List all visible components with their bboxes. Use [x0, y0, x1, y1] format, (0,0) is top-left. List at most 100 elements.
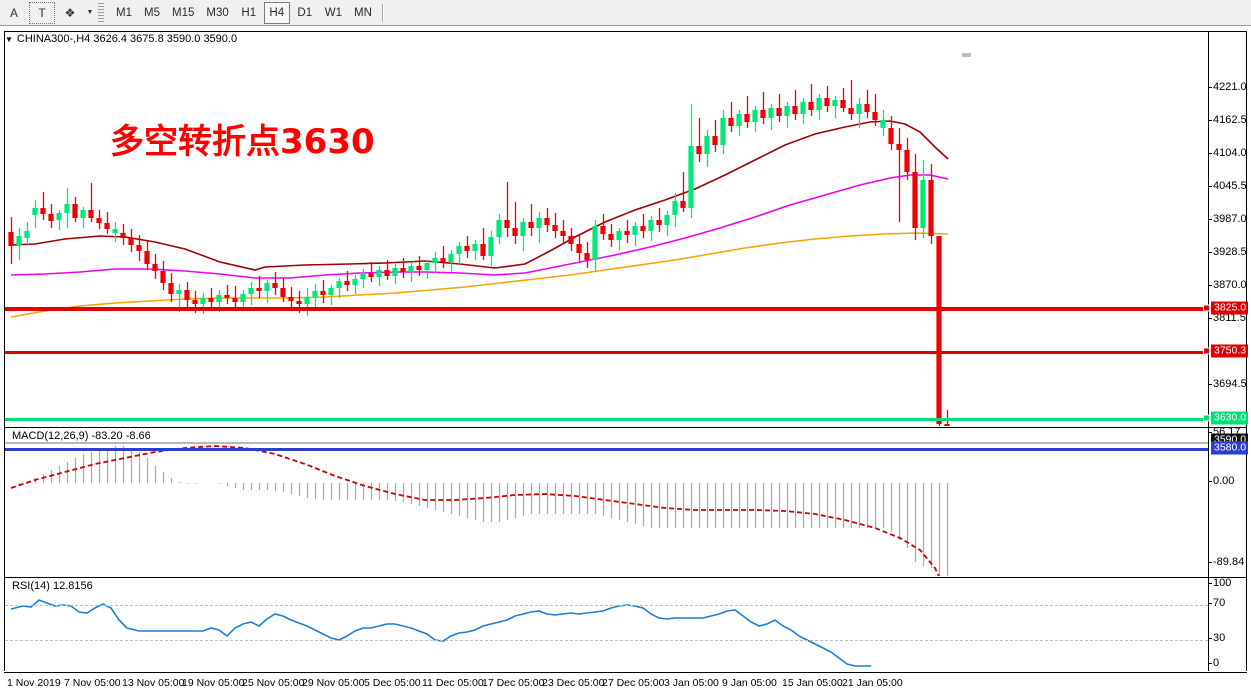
time-axis: 1 Nov 2019 7 Nov 05:00 13 Nov 05:00 19 Nov … [4, 672, 1247, 694]
resistance-line-3750[interactable] [5, 350, 1208, 354]
price-label-handle[interactable] [1203, 414, 1210, 422]
rsi-tick-label: 30 [1213, 632, 1226, 644]
time-axis-label: 23 Dec 05:00 [542, 677, 605, 689]
axis-tickmark [1208, 603, 1212, 604]
rsi-pane[interactable]: RSI(14) 12.8156 [5, 577, 1246, 671]
axis-tickmark [1208, 562, 1212, 563]
rsi-level-30 [5, 640, 1208, 641]
axis-tickmark [1208, 481, 1212, 482]
label-tool-button[interactable]: T [29, 1, 55, 24]
price-tick-label: 3694.5 [1213, 378, 1247, 390]
shapes-tool-button[interactable]: ❖ [64, 5, 76, 20]
time-axis-label: 3 Jan 05:00 [664, 677, 719, 689]
price-tick-label: 3870.0 [1213, 279, 1247, 291]
price-tick-label: 4221.0 [1213, 81, 1247, 93]
price-label-resistance[interactable]: 3825.0 [1211, 301, 1249, 315]
timeframe-d1[interactable]: D1 [297, 6, 313, 19]
time-axis-label: 7 Nov 05:00 [64, 677, 121, 689]
bid-line-3580[interactable] [5, 447, 1208, 451]
time-axis-label: 15 Jan 05:00 [782, 677, 843, 689]
rsi-label: RSI(14) 12.8156 [10, 580, 95, 592]
time-axis-label: 19 Nov 05:00 [182, 677, 245, 689]
axis-tickmark [1208, 153, 1212, 154]
price-chart-svg [8, 80, 950, 426]
price-tick-label: 3987.0 [1213, 213, 1247, 225]
rsi-tick-label: 70 [1213, 597, 1226, 609]
rsi-line [10, 599, 871, 667]
price-label-bid-line[interactable]: 3580.0 [1211, 441, 1249, 455]
axis-tickmark [1208, 252, 1212, 253]
timeframe-m5[interactable]: M5 [144, 6, 160, 19]
crosshair-marker [962, 53, 971, 57]
timeframe-h4[interactable]: H4 [263, 1, 290, 24]
axis-tickmark [1208, 186, 1212, 187]
axis-tickmark [1208, 120, 1212, 121]
price-tick-label: 3811.5 [1213, 312, 1246, 324]
price-tick-label: 4162.5 [1213, 114, 1247, 126]
timeframe-w1[interactable]: W1 [324, 6, 342, 19]
time-axis-label: 11 Dec 05:00 [422, 677, 484, 689]
chart-area[interactable]: MACD(12,26,9) -83.20 -8.66 RSI(14) 12.81… [0, 26, 1251, 695]
rsi-tick-label: 100 [1213, 577, 1232, 589]
rsi-chart-svg [10, 599, 871, 667]
support-line-3630[interactable] [5, 417, 1208, 421]
axis-tickmark [1208, 219, 1212, 220]
time-axis-label: 29 Nov 05:00 [302, 677, 365, 689]
price-tick-label: 4104.0 [1213, 147, 1247, 159]
time-axis-label: 25 Nov 05:00 [242, 677, 305, 689]
timeframe-h1[interactable]: H1 [241, 6, 257, 19]
axis-tickmark [1208, 663, 1212, 664]
chart-toolbar: A T ❖ ▼ M1 M5 M15 M30 H1 H4 D1 W1 MN [0, 0, 1251, 26]
macd-pane[interactable]: MACD(12,26,9) -83.20 -8.66 [5, 427, 1246, 576]
toolbar-grip[interactable] [98, 2, 104, 23]
timeframe-m1[interactable]: M1 [116, 6, 132, 19]
price-label-resistance[interactable]: 3750.3 [1211, 344, 1249, 358]
ma-line-MA-fast [10, 120, 949, 271]
axis-tickmark [1208, 432, 1212, 433]
symbol-ohlc-text: CHINA300-,H4 3626.4 3675.8 3590.0 3590.0 [16, 33, 238, 45]
timeframe-mn[interactable]: MN [354, 6, 372, 19]
price-label-handle[interactable] [1203, 304, 1210, 312]
price-tick-label: 3928.5 [1213, 246, 1247, 258]
collapse-triangle-icon[interactable]: ▼ [5, 35, 13, 44]
macd-tick-label: -89.84 [1213, 556, 1245, 568]
time-axis-label: 1 Nov 2019 [7, 677, 61, 689]
time-axis-label: 27 Dec 05:00 [602, 677, 665, 689]
time-axis-label: 13 Nov 05:00 [122, 677, 185, 689]
shapes-dropdown-icon[interactable]: ▼ [86, 9, 94, 16]
price-label-handle[interactable] [1203, 347, 1210, 355]
axis-tickmark [1208, 583, 1212, 584]
time-axis-label: 17 Dec 05:00 [482, 677, 545, 689]
time-axis-label: 5 Dec 05:00 [364, 677, 421, 689]
macd-tick-label: 0.00 [1213, 475, 1235, 487]
candlestick-series [8, 80, 950, 426]
resistance-line-3825[interactable] [5, 307, 1208, 311]
ma-line-MA-slow [10, 232, 949, 318]
axis-tickmark [1208, 87, 1212, 88]
axis-tickmark [1208, 318, 1212, 319]
axis-tickmark [1208, 638, 1212, 639]
plot-border: MACD(12,26,9) -83.20 -8.66 RSI(14) 12.81… [4, 31, 1247, 671]
macd-label: MACD(12,26,9) -83.20 -8.66 [10, 430, 153, 442]
rsi-level-70 [5, 605, 1208, 606]
timeframe-m30[interactable]: M30 [206, 6, 229, 19]
time-axis-label: 9 Jan 05:00 [722, 677, 777, 689]
time-axis-label: 21 Jan 05:00 [842, 677, 903, 689]
symbol-header: ▼ CHINA300-,H4 3626.4 3675.8 3590.0 3590… [5, 32, 242, 46]
ma-line-MA-mid [10, 174, 949, 279]
chart-annotation-text[interactable]: 多空转折点3630 [110, 122, 375, 162]
macd-signal-line [10, 445, 940, 576]
timeframe-m15[interactable]: M15 [172, 6, 195, 19]
axis-tickmark [1208, 384, 1212, 385]
text-tool-button[interactable]: A [9, 5, 18, 20]
axis-tickmark [1208, 285, 1212, 286]
price-pane[interactable] [5, 32, 1246, 426]
macd-chart-svg [10, 445, 949, 576]
grey-line-3588[interactable] [5, 442, 1208, 444]
price-label-support[interactable]: 3630.0 [1211, 411, 1249, 425]
macd-histogram [18, 446, 949, 576]
price-tick-label: 4045.5 [1213, 180, 1247, 192]
toolbar-divider [381, 3, 384, 22]
rsi-tick-label: 0 [1213, 657, 1220, 669]
